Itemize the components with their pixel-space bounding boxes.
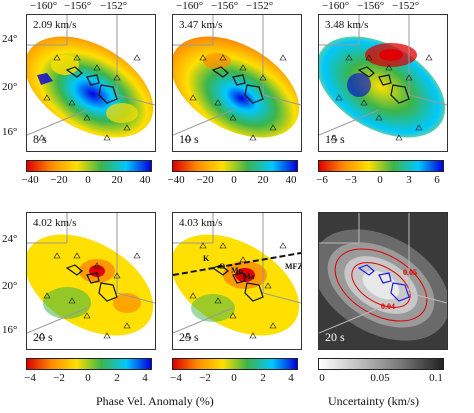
uncertainty-contour <box>334 248 428 322</box>
period-label: 20 s <box>325 330 345 344</box>
colorbar-tick: 2 <box>114 372 120 384</box>
colorbar-tick: 0 <box>231 372 237 384</box>
colorbar-anomaly-20s <box>26 358 152 370</box>
colorbar-tick: −4 <box>170 372 182 384</box>
colorbar-tick: 20 <box>257 174 269 186</box>
island-label-mo: Mo <box>231 266 243 275</box>
colorbar-tick: −6 <box>316 174 328 186</box>
colorbar-tick: 4 <box>288 372 294 384</box>
tomography-map-15s <box>319 15 447 141</box>
lon-label-160: −160° <box>322 0 350 12</box>
tomography-map-25s: MFZ K O Mo Ma <box>173 213 301 339</box>
colorbar-tick: 6 <box>434 174 440 186</box>
map-panel-15s: 3.48 km/s 15 s <box>318 14 448 152</box>
colorbar-tick: −20 <box>50 174 68 186</box>
lat-label-20: 20° <box>2 81 18 93</box>
map-panel-10s: 3.47 km/s 10 s <box>172 14 302 152</box>
island-label-k: K <box>203 254 210 263</box>
colorbar-tick: −40 <box>167 174 185 186</box>
colorbar-tick: −2 <box>199 372 211 384</box>
lon-label-156: −156° <box>357 0 385 12</box>
colorbar-tick: −3 <box>345 174 357 186</box>
contour-label-004: 0.04 <box>381 302 395 311</box>
colorbar-tick: −40 <box>21 174 39 186</box>
colorbar-anomaly-25s <box>172 358 298 370</box>
colorbar-tick: 0 <box>85 372 91 384</box>
period-label: 25 s <box>179 330 199 344</box>
period-label: 15 s <box>325 132 345 146</box>
lat-label-16: 16° <box>2 324 18 336</box>
colorbar-tick: 0 <box>85 174 91 186</box>
anomaly-region <box>27 36 154 138</box>
molokai-fracture-zone-line <box>173 252 301 276</box>
lon-label-156: −156° <box>211 0 239 12</box>
lat-label-16: 16° <box>2 126 18 138</box>
lon-label-156: −156° <box>64 0 92 12</box>
uncertainty-contour <box>351 262 411 308</box>
mfz-label: MFZ <box>285 262 301 271</box>
colorbar-tick: 4 <box>142 372 148 384</box>
island-label-ma: Ma <box>243 272 255 281</box>
colorbar-tick: 20 <box>111 174 123 186</box>
map-panel-25s: MFZ K O Mo Ma 4.03 km/s 25 s <box>172 212 302 350</box>
map-panel-20s: 4.02 km/s 20 s <box>26 212 156 350</box>
colorbar-tick: 0.1 <box>429 372 443 384</box>
colorbar-tick: 3 <box>406 174 412 186</box>
lon-label-152: −152° <box>100 0 128 12</box>
lon-label-160: −160° <box>176 0 204 12</box>
reference-velocity: 3.48 km/s <box>325 19 369 31</box>
contour-label-005: 0.05 <box>403 268 417 277</box>
lat-label-24: 24° <box>2 33 18 45</box>
lat-label-20: 20° <box>2 280 18 292</box>
period-label: 20 s <box>33 330 53 344</box>
uncertainty-map: 0.05 0.04 <box>319 213 447 341</box>
colorbar-tick: 2 <box>260 372 266 384</box>
tomography-map-8s <box>27 15 155 141</box>
colorbar-tick: −2 <box>53 372 65 384</box>
island-label-o: O <box>219 262 225 271</box>
map-panel-uncertainty: 0.05 0.04 20 s <box>318 212 448 350</box>
period-label: 8 s <box>33 132 47 146</box>
reference-velocity: 3.47 km/s <box>179 19 223 31</box>
colorbar-uncertainty <box>318 358 444 370</box>
colorbar-velocity-8s <box>26 160 152 172</box>
period-label: 10 s <box>179 132 199 146</box>
reference-velocity: 4.03 km/s <box>179 217 223 229</box>
reference-velocity: 4.02 km/s <box>33 217 77 229</box>
lon-label-160: −160° <box>30 0 58 12</box>
colorbar-tick: 0 <box>231 174 237 186</box>
colorbar-tick: 40 <box>139 174 151 186</box>
reference-velocity: 2.09 km/s <box>33 19 77 31</box>
map-panel-8s: 2.09 km/s 8 s <box>26 14 156 152</box>
lon-label-152: −152° <box>246 0 274 12</box>
colorbar-tick: −20 <box>196 174 214 186</box>
tomography-map-10s <box>173 15 301 141</box>
tomography-map-20s <box>27 213 155 339</box>
colorbar-tick: −4 <box>24 372 36 384</box>
colorbar-tick: 40 <box>285 174 297 186</box>
anomaly-caption: Phase Vel. Anomaly (%) <box>96 394 214 408</box>
colorbar-velocity-10s <box>172 160 298 172</box>
colorbar-tick: 0.05 <box>370 372 390 384</box>
colorbar-tick: 0 <box>319 372 325 384</box>
colorbar-velocity-15s <box>318 160 444 172</box>
colorbar-tick: 0 <box>377 174 383 186</box>
lon-label-152: −152° <box>392 0 420 12</box>
uncertainty-caption: Uncertainty (km/s) <box>328 394 419 408</box>
lat-label-24: 24° <box>2 233 18 245</box>
